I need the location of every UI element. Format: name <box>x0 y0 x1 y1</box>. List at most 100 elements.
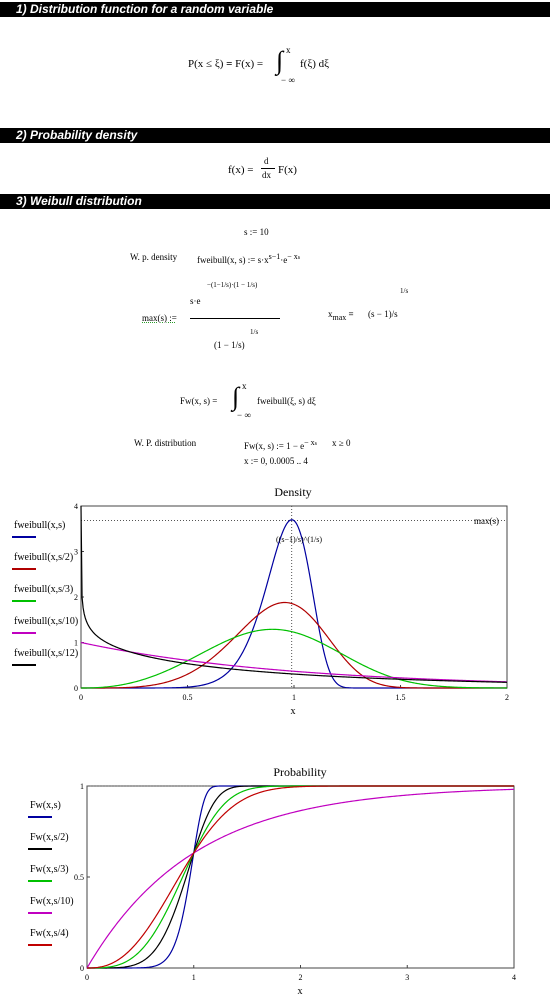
xmax-exp: 1/s <box>400 287 409 295</box>
section-header-2: 2) Probability density <box>0 128 550 143</box>
legend-label: fweibull(x,s/12) <box>14 648 79 659</box>
x-tick-label: 0.5 <box>183 693 193 702</box>
dist-exp: − x <box>304 438 315 447</box>
legend-label: fweibull(x,s) <box>14 520 66 531</box>
legend-label: Fw(x,s/10) <box>30 896 74 907</box>
legend-swatch <box>12 600 36 602</box>
legend-label: Fw(x,s) <box>30 800 61 811</box>
legend-swatch <box>12 664 36 666</box>
xmax-eq: = <box>348 309 354 319</box>
density-series <box>80 505 508 689</box>
cdf-eq: = <box>226 58 233 70</box>
legend-swatch <box>12 632 36 634</box>
probability-plot-frame <box>86 785 515 969</box>
density-tail: ·e <box>280 255 288 265</box>
density-exp: s−1 <box>268 252 281 261</box>
legend-swatch <box>28 880 52 882</box>
cdf-integrand: f(ξ) dξ <box>300 58 330 70</box>
y-tick-label: 0 <box>80 964 84 973</box>
dist-definition: Fw(x, s) := 1 − e− xs <box>244 438 317 451</box>
density-definition: fweibull(x, s) := s·xs−1·e− xs <box>197 252 300 265</box>
legend-label: fweibull(x,s/3) <box>14 584 74 595</box>
xmax-sub: max <box>332 312 347 322</box>
density-chart-title: Density <box>274 485 311 499</box>
dist-def-text: Fw(x, s) := 1 − e <box>244 441 305 451</box>
density-exp2: − x <box>287 252 298 261</box>
series-line <box>87 785 514 969</box>
legend-label: Fw(x,s/2) <box>30 832 69 843</box>
legend-label: Fw(x,s/4) <box>30 928 69 939</box>
cdf-upper-limit: x <box>286 45 291 55</box>
series-line <box>87 785 514 969</box>
pdf-denominator: dx <box>262 170 271 180</box>
legend-swatch <box>28 848 52 850</box>
section-header-1: 1) Distribution function for a random va… <box>0 2 550 17</box>
cdf-mid: F(x) = <box>235 58 264 70</box>
probability-chart-title: Probability <box>273 765 326 779</box>
y-tick-label: 1 <box>80 782 84 791</box>
max-lhs: max(s) := <box>142 313 177 323</box>
dist-label: W. P. distribution <box>134 438 197 448</box>
x-tick-label: 0 <box>79 693 83 702</box>
xmax-x: x <box>328 309 333 319</box>
series-line <box>80 641 508 683</box>
density-vline-label: ((s−1)/s)^(1/s) <box>276 535 322 544</box>
legend-swatch <box>28 912 52 914</box>
legend-label: fweibull(x,s/10) <box>14 616 79 627</box>
density-xlabel: x <box>291 706 296 717</box>
density-plot-frame <box>80 505 508 689</box>
max-numerator-exp: −(1−1/s)·(1 − 1/s) <box>207 281 258 289</box>
legend-label: Fw(x,s/3) <box>30 864 69 875</box>
density-chart: Density 0 0.5 1 1.5 2 0 1 2 3 4 x max(s) ((s−1)/s… <box>74 485 509 717</box>
dist-condition: x ≥ 0 <box>332 438 351 448</box>
y-tick-label: 2 <box>74 593 78 602</box>
x-tick-label: 0 <box>85 973 89 982</box>
x-tick-label: 1 <box>192 973 196 982</box>
x-tick-label: 4 <box>512 973 516 982</box>
density-guides <box>81 506 507 688</box>
density-hline-label: max(s) <box>474 516 499 526</box>
cdf-equation: P(x ≤ ξ) = F(x) = <box>188 58 263 70</box>
y-tick-label: 4 <box>74 502 78 511</box>
legend-swatch <box>28 944 52 946</box>
fw-integrand: fweibull(ξ, s) dξ <box>257 396 316 406</box>
max-numerator: s·e <box>190 296 201 306</box>
range-definition: x := 0, 0.0005 .. 4 <box>244 456 308 466</box>
s-definition: s := 10 <box>244 227 269 237</box>
xmax-rhs: (s − 1)/s <box>368 309 398 319</box>
x-tick-label: 2 <box>505 693 509 702</box>
x-tick-label: 2 <box>299 973 303 982</box>
legend-swatch <box>12 568 36 570</box>
cdf-lhs: P(x ≤ ξ) <box>188 58 224 70</box>
section-header-3: 3) Weibull distribution <box>0 194 550 209</box>
legend-swatch <box>28 816 52 818</box>
y-tick-label: 1 <box>74 639 78 648</box>
probability-chart: Probability 0 1 2 3 4 0 0.5 1 x <box>74 765 516 997</box>
x-tick-label: 3 <box>405 973 409 982</box>
density-def-text: fweibull(x, s) := s·x <box>197 255 269 265</box>
series-line <box>87 785 514 969</box>
density-label: W. p. density <box>130 252 178 262</box>
y-tick-label: 0.5 <box>74 873 84 882</box>
cdf-integral-sign: ∫ <box>276 46 284 75</box>
series-line <box>81 628 507 689</box>
dist-exp2: s <box>314 441 318 447</box>
fw-lower-limit: − ∞ <box>237 410 251 420</box>
density-exp3: s <box>297 255 301 261</box>
fw-upper-limit: x <box>242 381 247 391</box>
fw-lhs: Fw(x, s) = <box>180 396 218 406</box>
pdf-rhs: F(x) <box>278 164 297 176</box>
max-denominator: (1 − 1/s) <box>214 340 245 350</box>
pdf-lhs: f(x) = <box>228 164 254 176</box>
x-tick-label: 1.5 <box>396 693 406 702</box>
max-fraction-bar <box>190 318 280 319</box>
xmax-lhs: xmax = <box>328 309 354 322</box>
x-tick-label: 1 <box>292 693 296 702</box>
pdf-numerator: d <box>264 156 269 166</box>
y-tick-label: 0 <box>74 684 78 693</box>
probability-xlabel: x <box>298 986 303 997</box>
cdf-lower-limit: − ∞ <box>281 75 295 85</box>
legend-swatch <box>12 536 36 538</box>
probability-series <box>86 785 515 969</box>
legend-label: fweibull(x,s/2) <box>14 552 74 563</box>
